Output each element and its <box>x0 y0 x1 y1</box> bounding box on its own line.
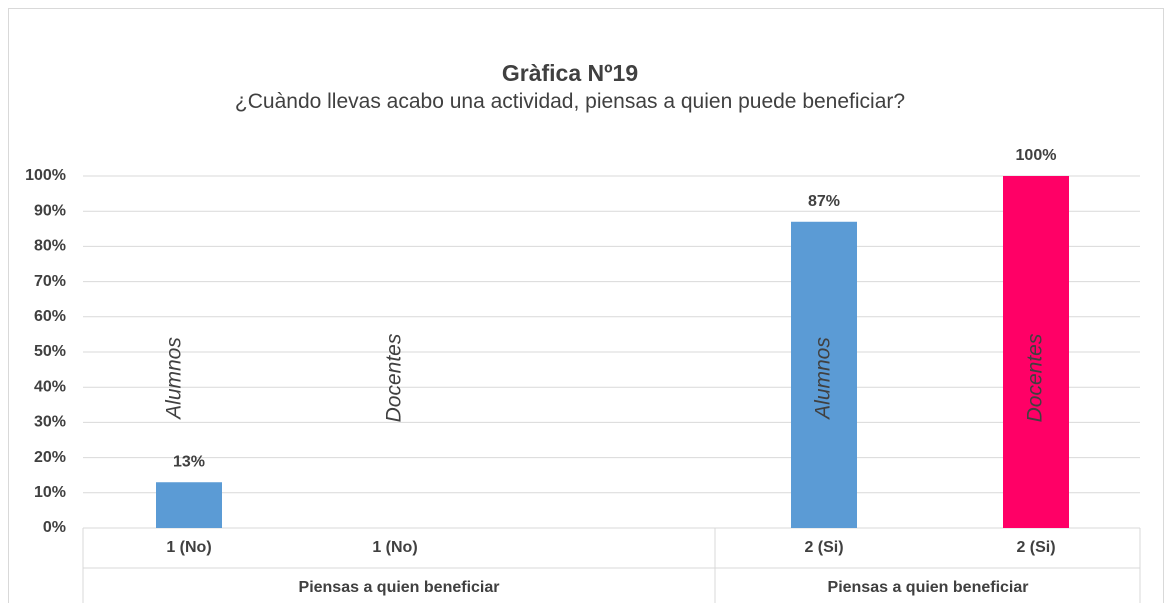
y-tick-label: 70% <box>34 273 66 290</box>
bar-label: Alumnos <box>163 337 186 421</box>
chart-subtitle: ¿Cuàndo llevas acabo una actividad, pien… <box>234 90 906 113</box>
y-tick-label: 50% <box>34 343 66 360</box>
y-tick-label: 30% <box>34 414 66 431</box>
value-label: 87% <box>808 193 840 210</box>
y-tick-label: 20% <box>34 449 66 466</box>
header: Gràfica Nº19 ¿Cuàndo llevas acabo una ac… <box>160 58 980 116</box>
bar <box>791 221 857 528</box>
x-tick-label: 1 (No) <box>166 539 211 556</box>
bar <box>156 482 222 528</box>
y-tick-label: 100% <box>25 167 66 184</box>
value-label: 100% <box>1016 147 1057 164</box>
chart-title: Gràfica Nº19 <box>501 60 639 86</box>
x-tick-label: 1 (No) <box>372 539 417 556</box>
bar <box>1003 176 1069 528</box>
chart-frame <box>8 8 1164 603</box>
group-label: Piensas a quien beneficiar <box>828 579 1029 596</box>
y-tick-label: 10% <box>34 484 66 501</box>
y-tick-label: 90% <box>34 202 66 219</box>
y-tick-label: 80% <box>34 238 66 255</box>
y-tick-label: 0% <box>43 519 66 536</box>
bar-label: Alumnos <box>812 337 835 421</box>
y-tick-label: 40% <box>34 378 66 395</box>
x-tick-label: 2 (Si) <box>1016 539 1055 556</box>
group-label: Piensas a quien beneficiar <box>299 579 500 596</box>
value-label: 13% <box>173 453 205 470</box>
y-tick-label: 60% <box>34 308 66 325</box>
x-tick-label: 2 (Si) <box>804 539 843 556</box>
bar-label: Docentes <box>383 333 406 422</box>
bar-label: Docentes <box>1024 333 1047 422</box>
